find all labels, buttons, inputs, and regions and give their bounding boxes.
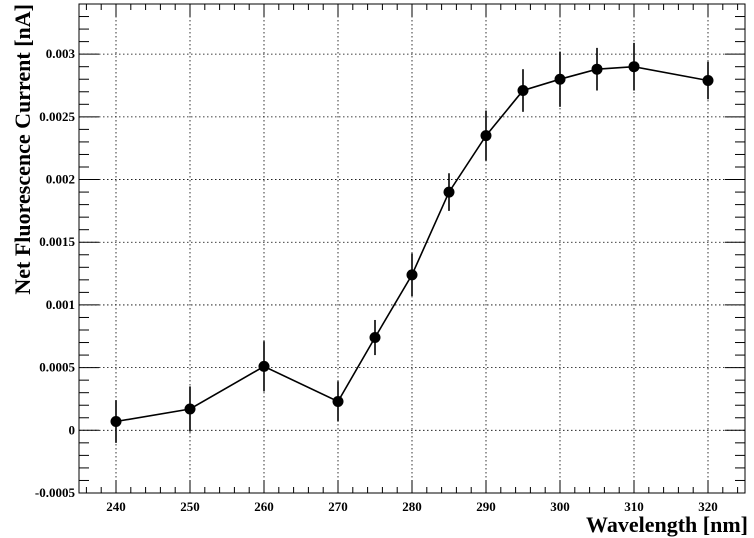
y-tick-label: 0.0005 <box>39 360 75 375</box>
x-tick-label: 280 <box>402 499 422 514</box>
x-tick-label: 300 <box>550 499 570 514</box>
x-tick-label: 310 <box>624 499 644 514</box>
data-point <box>110 416 122 428</box>
y-axis-title: Net Fluorescence Current [nA] <box>10 4 35 295</box>
data-point <box>443 186 455 198</box>
data-point <box>517 85 529 97</box>
x-tick-label: 260 <box>254 499 274 514</box>
y-tick-label: 0.003 <box>46 46 76 61</box>
data-point <box>406 269 418 281</box>
data-point <box>332 395 344 407</box>
y-tick-label: 0.0025 <box>39 109 75 124</box>
y-tick-label: -0.0005 <box>35 485 76 500</box>
x-tick-label: 240 <box>106 499 126 514</box>
data-point <box>591 63 603 75</box>
x-tick-labels: 240 250 260 270 280 290 300 310 320 <box>106 499 718 514</box>
y-tick-labels: -0.0005 0 0.0005 0.001 0.0015 0.002 0.0025 0.00… <box>35 46 76 500</box>
data-point <box>258 360 270 372</box>
data-point <box>628 61 640 73</box>
x-tick-label: 250 <box>180 499 200 514</box>
y-tick-label: 0.001 <box>46 297 75 312</box>
data-point <box>369 332 381 344</box>
series <box>110 42 714 443</box>
axis-ticks <box>79 3 745 494</box>
x-axis-title: Wavelength [nm] <box>586 512 748 537</box>
x-tick-label: 320 <box>698 499 718 514</box>
data-point <box>184 403 196 415</box>
y-tick-label: 0.0015 <box>39 234 75 249</box>
x-tick-label: 290 <box>476 499 496 514</box>
data-point <box>702 74 714 86</box>
y-tick-label: 0.002 <box>46 172 75 187</box>
grid <box>79 4 745 494</box>
x-tick-label: 270 <box>328 499 348 514</box>
data-point <box>554 73 566 85</box>
data-point <box>480 130 492 142</box>
y-tick-label: 0 <box>69 422 76 437</box>
